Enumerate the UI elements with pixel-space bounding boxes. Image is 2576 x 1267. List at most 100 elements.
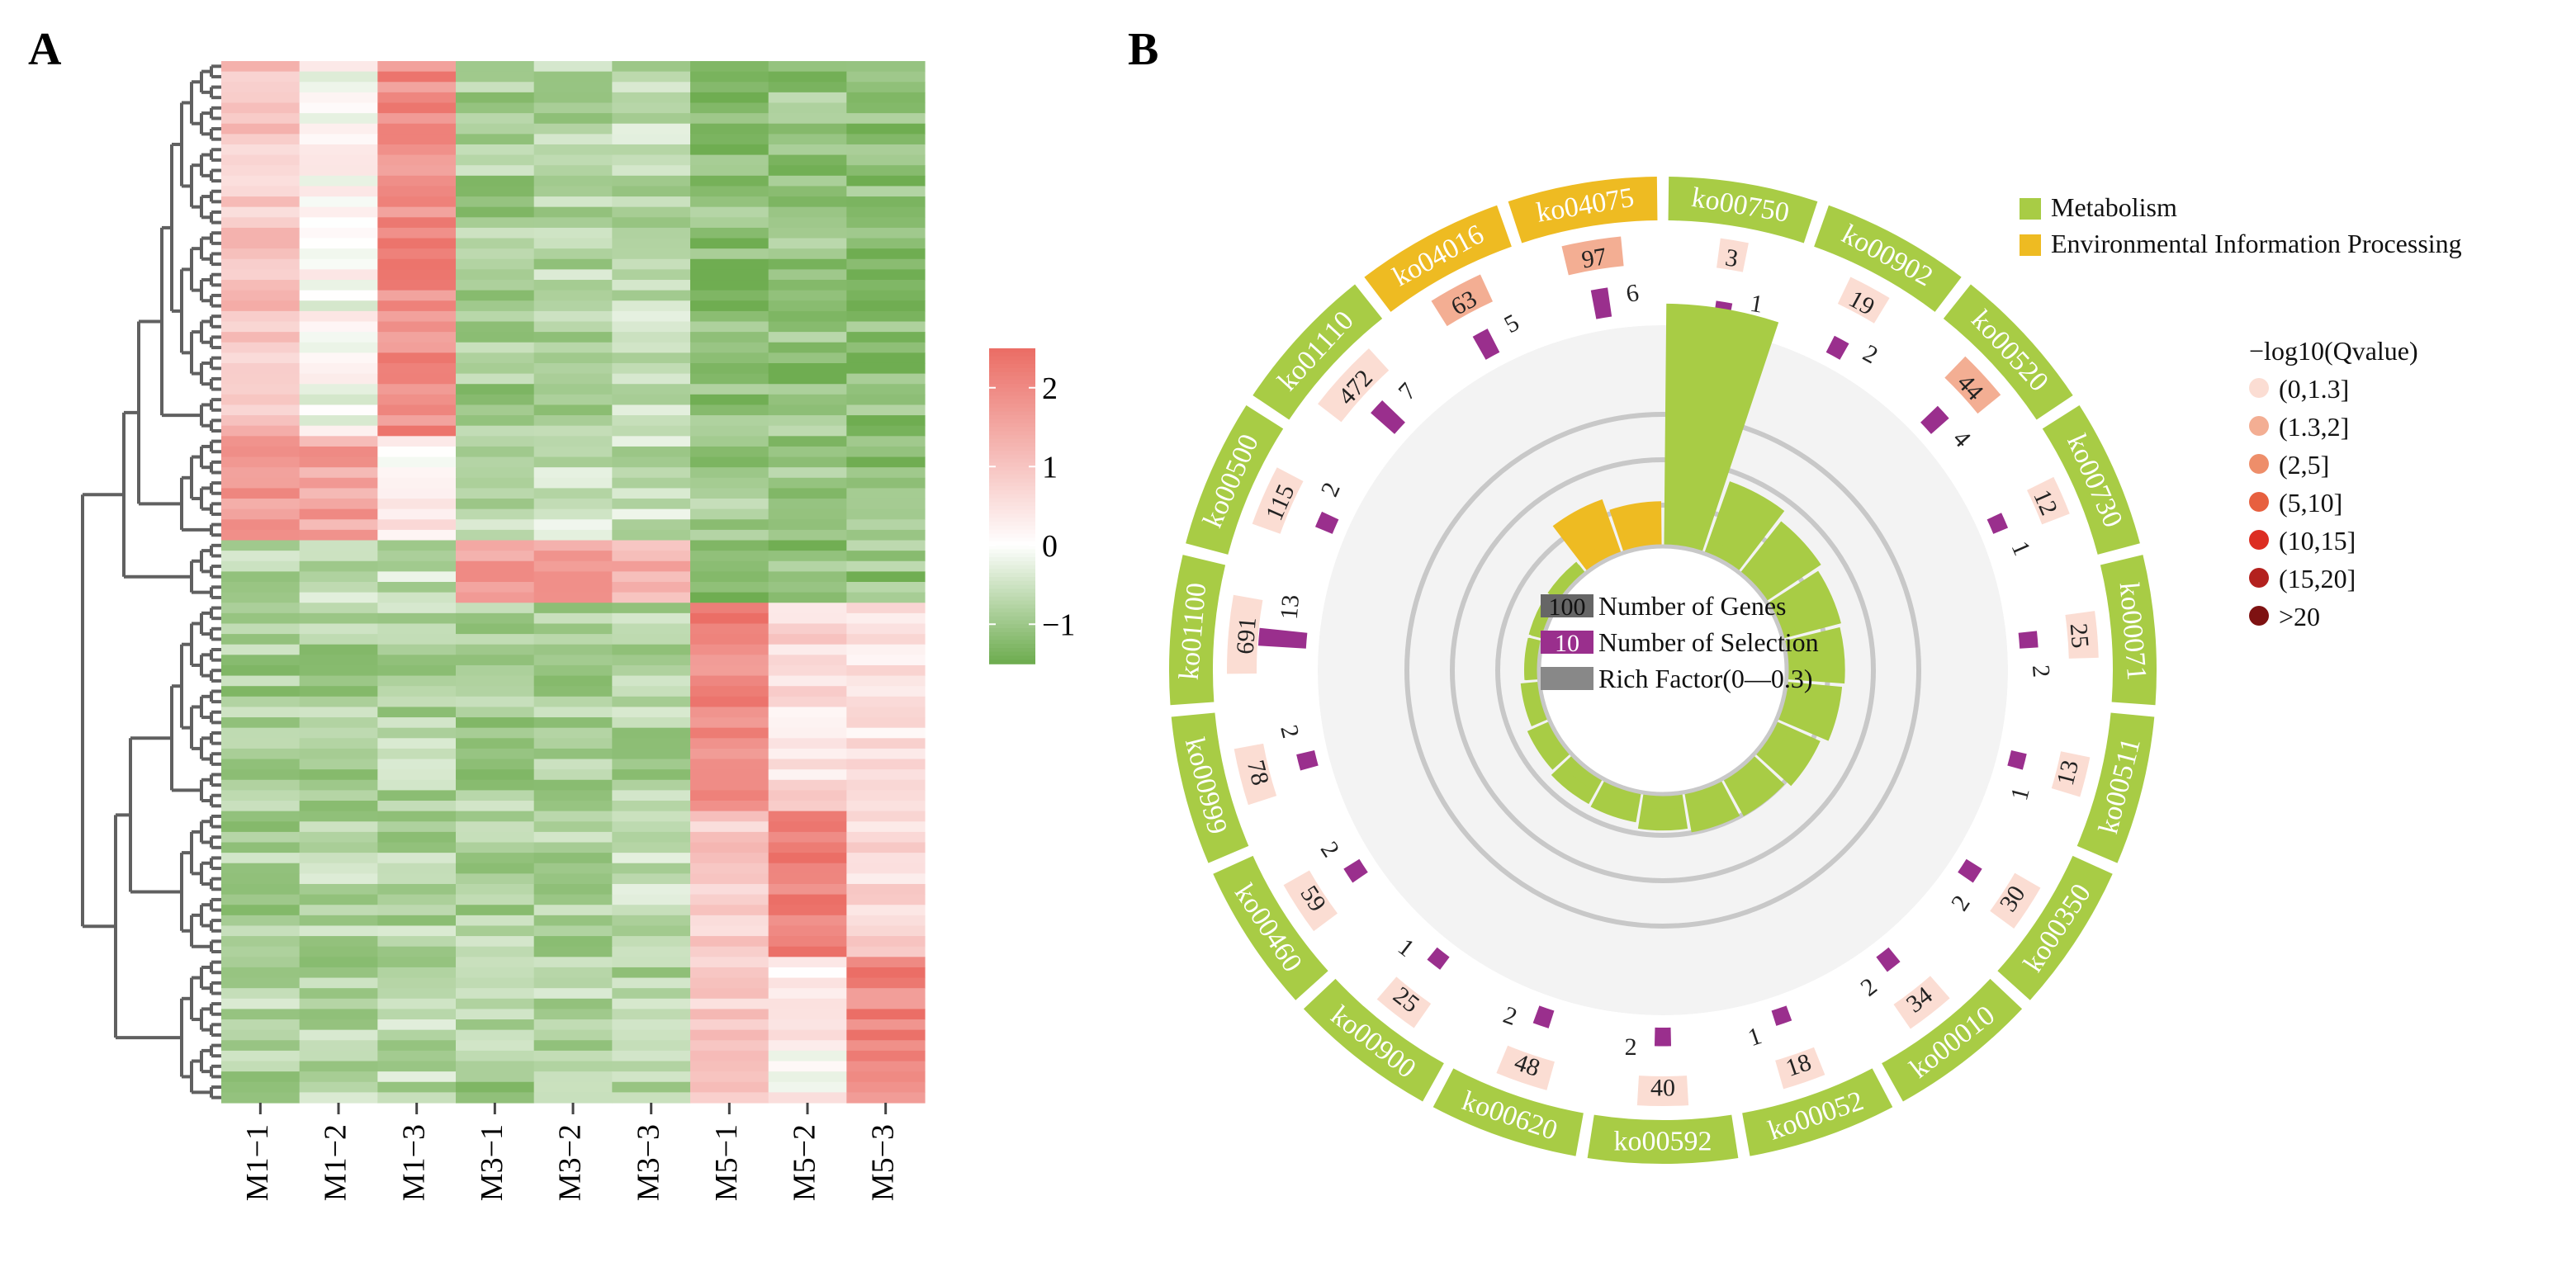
heatmap-cell	[533, 551, 613, 562]
heatmap-cell	[690, 655, 769, 666]
heatmap-cell	[299, 508, 378, 520]
heatmap-cell	[690, 551, 769, 562]
heatmap-cell	[846, 883, 926, 896]
heatmap-cell	[456, 967, 535, 979]
heatmap-cell	[299, 134, 378, 145]
colorbar-step	[989, 569, 1035, 574]
gene-count-bar	[1318, 348, 1390, 423]
heatmap-cell	[690, 404, 769, 416]
colorbar-step	[989, 371, 1035, 377]
gene-count-bar	[1227, 594, 1263, 674]
heatmap-cell	[846, 1092, 926, 1104]
heatmap-cell	[456, 186, 535, 197]
heatmap-cell	[456, 1061, 535, 1072]
heatmap-cell	[533, 644, 613, 655]
heatmap-cell	[533, 477, 613, 489]
heatmap-cell	[377, 165, 457, 177]
heatmap-cell	[690, 92, 769, 104]
colorbar-step	[989, 438, 1035, 444]
selection-label: 1	[1748, 290, 1764, 319]
heatmap-cell	[456, 727, 535, 739]
gene-count-bar	[1717, 238, 1749, 272]
heatmap-cell	[612, 779, 691, 791]
heatmap-cell	[768, 738, 847, 749]
heatmap-cell	[612, 436, 691, 447]
colorbar-step	[989, 604, 1035, 609]
heatmap-cell	[690, 362, 769, 375]
heatmap-cell	[377, 332, 457, 343]
heatmap-cell	[221, 384, 301, 395]
colorbar-step	[989, 494, 1035, 499]
heatmap-cell	[377, 196, 457, 208]
heatmap-cell	[456, 290, 535, 301]
qvalue-legend-label: (2,5]	[2279, 450, 2329, 480]
heatmap-cell	[612, 144, 691, 156]
heatmap-cell	[690, 227, 769, 239]
gene-count-label: 3	[1723, 243, 1740, 272]
heatmap-cell	[846, 248, 926, 260]
heatmap-cell	[377, 1092, 457, 1104]
heatmap-cell	[377, 227, 457, 239]
heatmap-cell	[299, 1071, 378, 1083]
heatmap-cell	[533, 404, 613, 416]
class-legend: Metabolism Environmental Information Proc…	[2020, 192, 2462, 258]
heatmap-cell	[221, 623, 301, 635]
heatmap-cell	[221, 853, 301, 864]
heatmap-cell	[221, 186, 301, 197]
heatmap-cell	[221, 571, 301, 583]
heatmap-cell	[690, 425, 769, 437]
heatmap-cell	[768, 998, 847, 1010]
colorbar-step	[989, 383, 1035, 389]
heatmap-cell	[221, 925, 301, 937]
heatmap-cell	[377, 957, 457, 968]
heatmap-cell	[690, 499, 769, 510]
heatmap-cell	[768, 508, 847, 520]
heatmap-cell	[456, 238, 535, 249]
heatmap-cell	[299, 790, 378, 801]
heatmap-cell	[612, 831, 691, 844]
colorbar-step	[989, 565, 1035, 570]
heatmap-cell	[768, 842, 847, 853]
heatmap-cell	[456, 1029, 535, 1041]
heatmap-cell	[612, 623, 691, 635]
heatmap-cell	[377, 925, 457, 937]
heatmap-cell	[846, 727, 926, 739]
heatmap-cell	[612, 603, 691, 614]
colorbar-step	[989, 506, 1035, 511]
heatmap-cell	[612, 425, 691, 437]
heatmap-cell	[533, 1040, 613, 1052]
heatmap-cell	[299, 1019, 378, 1031]
heatmap-cell	[846, 623, 926, 635]
heatmap-cell	[768, 477, 847, 489]
heatmap-cell	[768, 258, 847, 270]
heatmap-cell	[768, 582, 847, 593]
colorbar-step	[989, 367, 1035, 373]
heatmap-cell	[299, 477, 378, 489]
heatmap-cell	[533, 352, 613, 364]
rich-factor-base	[1722, 754, 1764, 792]
heatmap-cell	[612, 446, 691, 458]
heatmap-cell	[299, 894, 378, 905]
colorbar-step	[989, 651, 1035, 657]
heatmap-cell	[377, 571, 457, 583]
heatmap-cell	[612, 853, 691, 864]
heatmap-cell	[533, 801, 613, 812]
heatmap-cell	[846, 154, 926, 166]
heatmap-cell	[456, 499, 535, 510]
heatmap-cell	[456, 592, 535, 603]
selection-bar	[1296, 750, 1319, 771]
heatmap-cell	[299, 269, 378, 281]
heatmap-cell	[533, 529, 613, 541]
heatmap-cell	[846, 499, 926, 510]
heatmap-cell	[612, 186, 691, 197]
heatmap-cell	[221, 134, 301, 145]
colorbar-step	[989, 518, 1035, 522]
heatmap-cell	[768, 1019, 847, 1031]
heatmap-cell	[846, 238, 926, 249]
category-segment	[1169, 555, 1226, 706]
heatmap-cell	[221, 144, 301, 156]
heatmap-cell	[846, 227, 926, 239]
heatmap-cell	[690, 988, 769, 1000]
heatmap-cell	[299, 217, 378, 229]
heatmap-cell	[221, 238, 301, 249]
